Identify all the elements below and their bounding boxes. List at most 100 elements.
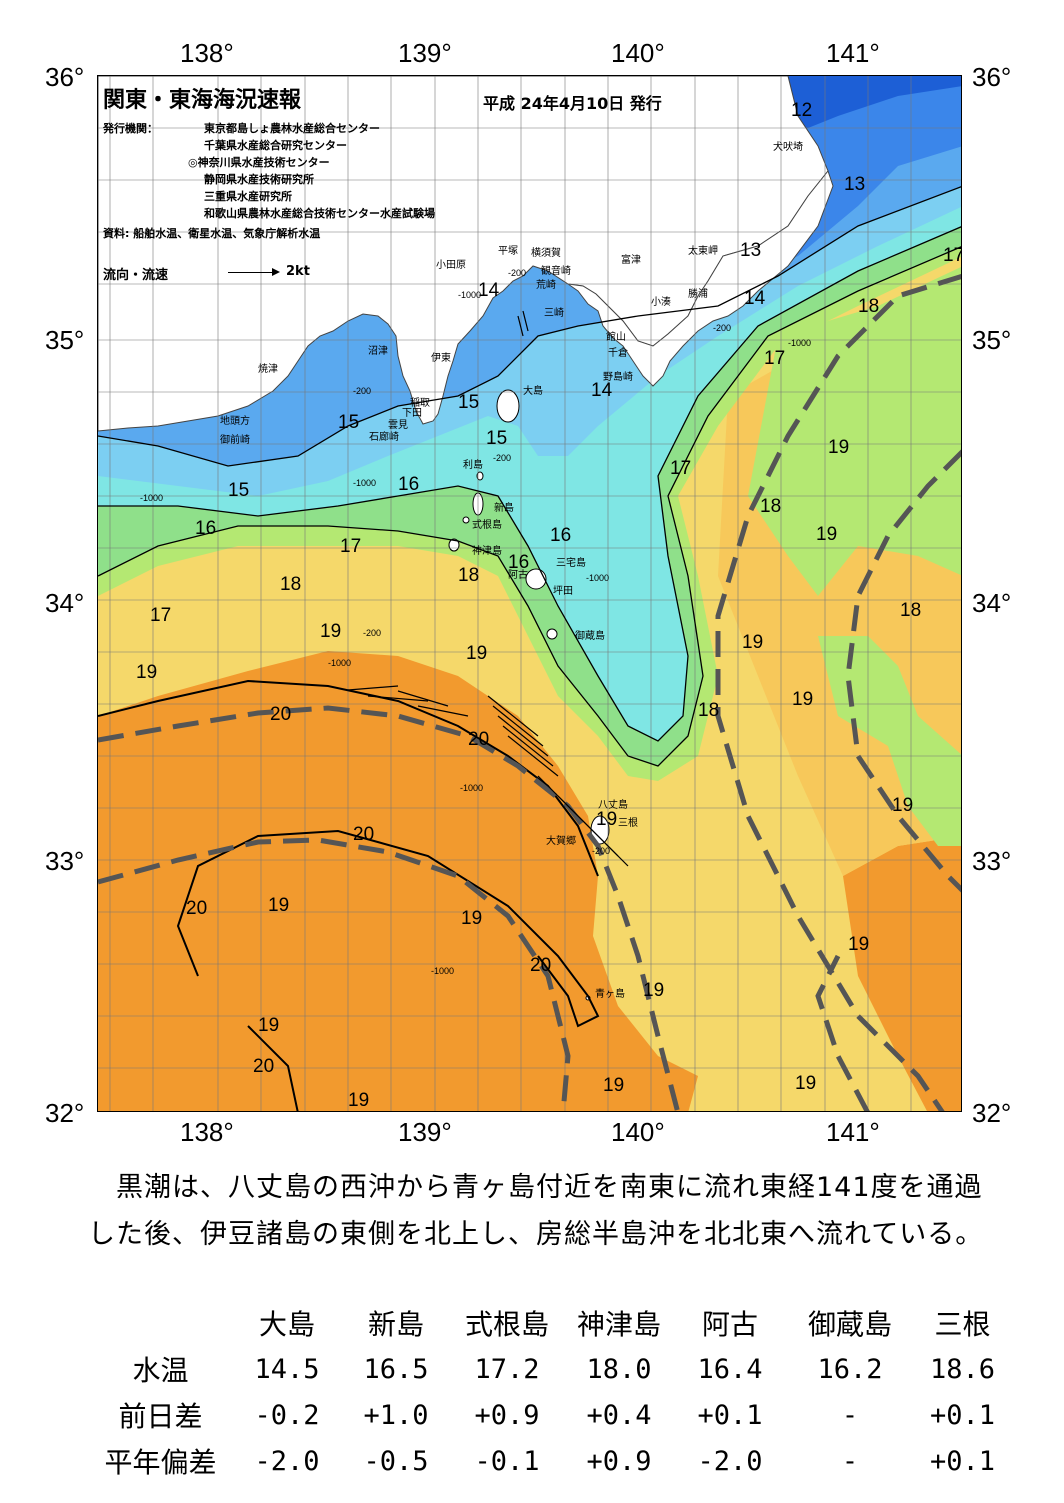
depth-label: -1000	[328, 658, 351, 668]
kuroshio-axis-east-1	[715, 273, 961, 1111]
place-name: 千倉	[608, 346, 628, 359]
commentary-text: 黒潮は、八丈島の西沖から青ヶ島付近を南東に流れ東経141度を通過した後、伊豆諸島…	[88, 1164, 988, 1258]
isotherm-label: 19	[268, 895, 289, 916]
place-name: 横須賀	[531, 246, 561, 259]
isotherm-label: 15	[338, 412, 359, 433]
depth-label: -200	[493, 453, 511, 463]
table-corner	[88, 1300, 233, 1346]
isotherm-label: 18	[760, 496, 781, 517]
isotherm-label: 20	[253, 1056, 274, 1077]
isotherm-label: 15	[486, 428, 507, 449]
place-name: 八丈島	[598, 798, 628, 811]
isotherm-lines	[98, 186, 961, 1111]
table-cell: +0.1	[929, 1399, 996, 1431]
table-cell: 16.2	[817, 1353, 883, 1385]
depth-label: -1000	[353, 478, 376, 488]
isotherm-label-extra: 19 19 19 19	[258, 1015, 816, 1111]
kuroshio-axis-south	[98, 837, 571, 1111]
place-name: 下田	[402, 408, 422, 419]
lon-label-141: 141°	[826, 38, 880, 68]
shikinejima-island	[462, 516, 470, 524]
isotherm-label: 18	[900, 600, 921, 621]
lon-label-139: 139°	[398, 38, 452, 68]
isotherm-label-layer: 12 13 13 14 14 14 15 15 15 15 16 16 16 1…	[136, 100, 961, 1077]
sea-temperature-map: 12 13 13 14 14 14 15 15 15 15 16 16 16 1…	[97, 75, 962, 1112]
land-boso	[567, 169, 834, 387]
miyakejima-island	[525, 568, 547, 590]
row-label: 水温	[132, 1354, 189, 1387]
lat-label-33: 33°	[45, 846, 85, 876]
lat-label-36: 36°	[45, 62, 85, 92]
isotherm-label: 17	[670, 458, 691, 479]
kuroshio-axis-east-3	[815, 954, 870, 1111]
isotherm-label: 19	[742, 632, 763, 653]
lat-label-34-right: 34°	[972, 588, 1012, 618]
depth-label: -1000	[140, 493, 163, 503]
isotherm-label: 17	[340, 536, 361, 557]
place-name: 三根	[618, 816, 638, 829]
isotherm-label: 16	[508, 552, 529, 573]
current-legend-scale: 2kt	[286, 264, 310, 279]
place-name: 式根島	[472, 518, 502, 531]
isotherm-label: 19	[828, 437, 849, 458]
depth-label: -1000	[431, 966, 454, 976]
depth-label: -1000	[460, 783, 483, 793]
isotherm-label: 18	[698, 700, 719, 721]
data-sources: 資料: 船舶水温、衛星水温、気象庁解析水温	[103, 227, 321, 240]
current-vectors	[347, 310, 629, 867]
place-name: 荒崎	[536, 278, 556, 291]
table-row: 前日差 -0.2 +1.0 +0.9 +0.4 +0.1 - +0.1	[88, 1392, 1010, 1438]
depth-label: -200	[713, 323, 731, 333]
row-label: 前日差	[118, 1400, 203, 1433]
column-header: 三根	[934, 1308, 991, 1341]
map-canvas: 12 13 13 14 14 14 15 15 15 15 16 16 16 1…	[98, 76, 961, 1111]
place-name: 太東岬	[688, 244, 718, 257]
isotherm-label: 17	[764, 348, 785, 369]
place-name: 阿古	[508, 568, 528, 581]
column-header: 阿古	[701, 1308, 758, 1341]
table-cell: +0.9	[474, 1399, 540, 1431]
toshima-island	[476, 471, 484, 481]
publisher-1: 東京都島しょ農林水産総合センター	[204, 122, 380, 135]
isotherm-label: 12	[791, 100, 812, 121]
place-name: 石廊崎	[369, 430, 399, 443]
lat-label-35-right: 35°	[972, 325, 1012, 355]
lon-label-140-bottom: 140°	[611, 1117, 665, 1147]
isotherm-label: 19	[466, 643, 487, 664]
lat-label-35: 35°	[45, 325, 85, 355]
isotherm-label: 18	[858, 296, 879, 317]
place-name: 御前崎	[220, 433, 250, 446]
table-cell: 16.4	[697, 1353, 763, 1385]
isotherm-label: 19	[795, 1073, 816, 1094]
table-cell: +0.1	[697, 1399, 763, 1431]
column-header: 神津島	[576, 1308, 661, 1341]
publisher-label: 発行機関：	[103, 122, 158, 135]
lat-label-36-right: 36°	[972, 62, 1012, 92]
table-cell: -0.1	[474, 1445, 540, 1477]
isotherm-label: 19	[603, 1075, 624, 1096]
station-temperature-table: 大島 新島 式根島 神津島 阿古 御蔵島 三根 水温 14.5 16.5 17.…	[88, 1300, 1010, 1484]
lon-label-140: 140°	[611, 38, 665, 68]
map-title: 関東・東海海況速報	[103, 88, 302, 113]
place-name: 御蔵島	[575, 629, 605, 642]
table-cell: +0.1	[929, 1445, 996, 1477]
table-cell: 18.0	[586, 1353, 652, 1385]
table-cell: 16.5	[363, 1353, 429, 1385]
place-name: 三崎	[544, 306, 564, 319]
place-name: 大賀郷	[546, 834, 576, 847]
table-cell: +1.0	[363, 1399, 429, 1431]
isotherm-label: 13	[844, 174, 865, 195]
table-cell: -0.5	[363, 1445, 429, 1477]
place-name: 利島	[463, 458, 483, 471]
hachijojima-island	[590, 815, 610, 845]
isotherm-label: 18	[458, 565, 479, 586]
kuroshio-axes	[98, 273, 961, 1111]
zone-18-east-south	[818, 636, 961, 846]
place-name: 小田原	[436, 259, 466, 271]
isotherm-label: 19	[136, 662, 157, 683]
current-legend-label: 流向・流速	[103, 268, 169, 283]
current-legend-arrowhead	[272, 268, 280, 276]
table-cell: -0.2	[254, 1399, 320, 1431]
lat-label-32-right: 32°	[972, 1098, 1012, 1128]
place-name: 伊東	[431, 351, 451, 364]
